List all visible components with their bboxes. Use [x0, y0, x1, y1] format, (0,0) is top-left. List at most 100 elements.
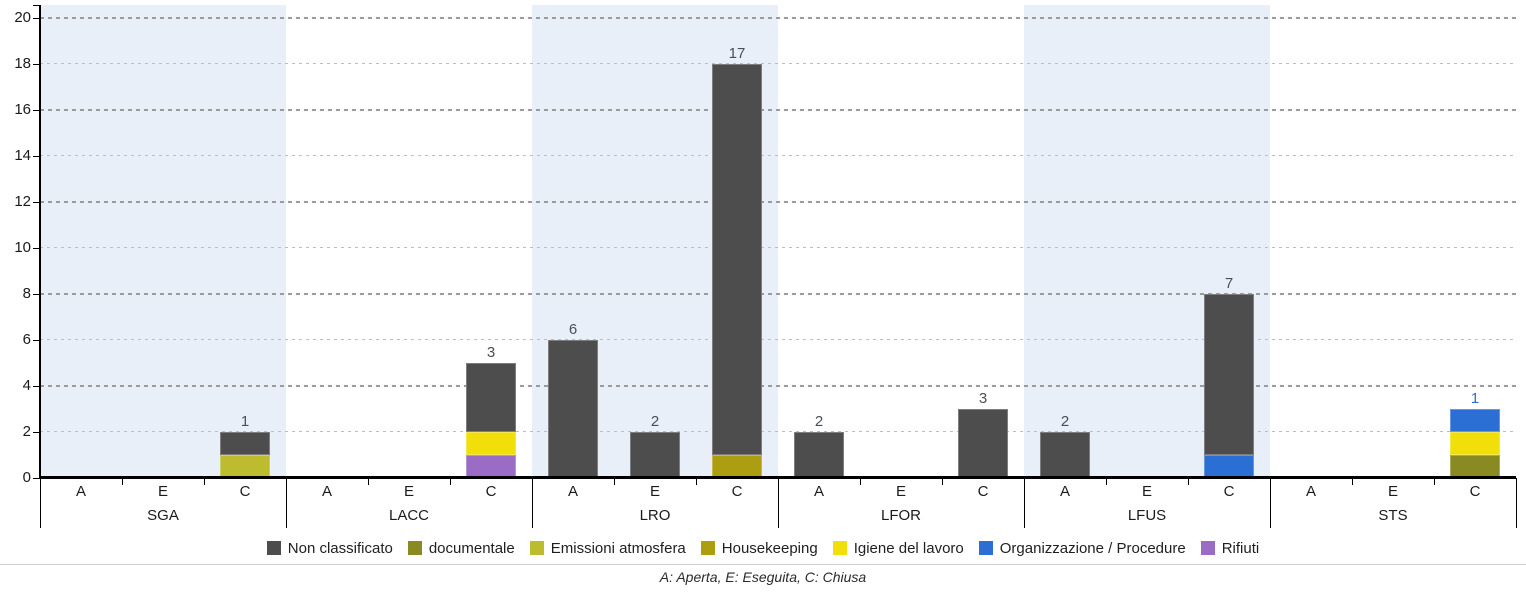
gridline-y16: [40, 109, 1516, 111]
bar-segment-lro-a[interactable]: [548, 340, 598, 478]
legend-label: Non classificato: [287, 539, 393, 557]
category-tick: [1106, 479, 1107, 485]
y-axis-label: 18: [14, 55, 31, 72]
group-separator: [286, 478, 287, 528]
group-separator: [532, 478, 533, 528]
bar-segment-lfus-c[interactable]: [1204, 294, 1254, 455]
category-tick: [450, 479, 451, 485]
bar-segment-lfus-a[interactable]: [1040, 432, 1090, 478]
legend-item-documentale[interactable]: documentale: [407, 539, 515, 557]
category-label-lacc-c: C: [485, 483, 497, 500]
category-tick: [1352, 479, 1353, 485]
bar-segment-sga-c[interactable]: [220, 432, 270, 455]
gridline-y10: [40, 247, 1516, 248]
bar-segment-sts-c[interactable]: [1450, 432, 1500, 455]
y-axis-tick: [33, 340, 40, 341]
y-axis-label: 8: [22, 285, 31, 302]
y-axis-label: 14: [14, 147, 31, 164]
bar-segment-lro-c[interactable]: [712, 455, 762, 478]
category-tick: [614, 479, 615, 485]
y-axis-label: 2: [22, 423, 31, 440]
group-band-sga: [40, 5, 286, 478]
gridline-y12: [40, 201, 1516, 203]
legend-item-igiene-del-lavoro[interactable]: Igiene del lavoro: [832, 539, 964, 557]
legend-item-housekeeping[interactable]: Housekeeping: [700, 540, 818, 557]
legend-label: Igiene del lavoro: [853, 539, 964, 557]
category-label-lacc-e: E: [403, 483, 414, 500]
group-label-lacc: LACC: [388, 507, 429, 524]
legend: Non classificato documentale Emissioni atm…: [0, 538, 1526, 558]
category-tick: [1434, 479, 1435, 485]
legend-item-rifiuti[interactable]: Rifiuti: [1200, 539, 1260, 557]
category-tick: [860, 479, 861, 485]
bar-value-label: 6: [568, 321, 578, 338]
category-label-lfor-a: A: [813, 483, 824, 500]
legend-swatch: [832, 541, 847, 555]
category-label-lfus-e: E: [1141, 483, 1152, 500]
legend-label: Rifiuti: [1221, 539, 1260, 557]
bar-segment-sga-c[interactable]: [220, 455, 270, 478]
group-separator: [1024, 478, 1025, 528]
bar-segment-lro-e[interactable]: [630, 432, 680, 478]
bar-segment-lfor-a[interactable]: [794, 432, 844, 478]
gridline-y4: [40, 385, 1516, 387]
y-axis-tick: [33, 478, 40, 479]
bar-segment-lfor-c[interactable]: [958, 409, 1008, 478]
category-label-lfor-c: C: [977, 483, 989, 500]
legend-swatch: [529, 541, 544, 555]
group-label-sga: SGA: [147, 507, 179, 524]
bar-segment-lro-c[interactable]: [712, 64, 762, 455]
bar-value-label: 1: [240, 413, 250, 430]
y-axis-label: 10: [14, 239, 31, 256]
group-separator: [778, 478, 779, 528]
y-axis-label: 20: [14, 9, 31, 26]
y-axis-tick: [33, 18, 40, 19]
bar-value-label: 2: [814, 413, 824, 430]
bar-segment-sts-c[interactable]: [1450, 409, 1500, 432]
category-label-lfus-c: C: [1223, 483, 1235, 500]
category-tick: [122, 479, 123, 485]
bar-value-label: 3: [978, 390, 988, 407]
group-separator: [1516, 478, 1517, 528]
x-axis-line: [40, 476, 1516, 479]
bar-segment-lacc-c[interactable]: [466, 432, 516, 455]
gridline-y8: [40, 293, 1516, 295]
bar-value-label: 2: [650, 413, 660, 430]
group-label-sts: STS: [1378, 507, 1408, 524]
y-axis-tick: [33, 202, 40, 203]
footnote-text: A: Aperta, E: Eseguita, C: Chiusa: [659, 569, 867, 585]
category-label-sts-e: E: [1387, 483, 1398, 500]
bar-segment-lacc-c[interactable]: [466, 455, 516, 478]
legend-label: documentale: [428, 539, 515, 557]
footnote-bar: A: Aperta, E: Eseguita, C: Chiusa: [0, 564, 1526, 585]
y-axis-label: 12: [14, 193, 31, 210]
legend-item-non-classificato[interactable]: Non classificato: [266, 539, 393, 557]
category-tick: [204, 479, 205, 485]
y-axis-label: 16: [14, 101, 31, 118]
y-axis-tick: [33, 156, 40, 157]
legend-item-emissioni-atmosfera[interactable]: Emissioni atmosfera: [529, 540, 686, 557]
y-axis-tick: [33, 64, 40, 65]
category-label-lro-e: E: [649, 483, 660, 500]
y-axis-tick: [33, 386, 40, 387]
category-label-lro-a: A: [567, 483, 578, 500]
group-label-lfus: LFUS: [1127, 507, 1167, 524]
legend-swatch: [266, 541, 281, 555]
legend-item-organizzazione-procedure[interactable]: Organizzazione / Procedure: [978, 539, 1186, 557]
bar-segment-lfus-c[interactable]: [1204, 455, 1254, 478]
category-label-lro-c: C: [731, 483, 743, 500]
y-axis-tick: [33, 110, 40, 111]
category-label-lfus-a: A: [1059, 483, 1070, 500]
bar-segment-lacc-c[interactable]: [466, 363, 516, 432]
category-label-lfor-e: E: [895, 483, 906, 500]
group-separator: [40, 478, 41, 528]
gridline-y14: [40, 155, 1516, 156]
category-label-sts-c: C: [1469, 483, 1481, 500]
y-axis-tick: [33, 432, 40, 433]
bar-segment-sts-c[interactable]: [1450, 455, 1500, 478]
group-label-lro: LRO: [639, 507, 671, 524]
legend-label: Organizzazione / Procedure: [999, 539, 1186, 557]
legend-swatch: [978, 541, 993, 555]
plot-area: 111136211723217111: [40, 5, 1516, 478]
